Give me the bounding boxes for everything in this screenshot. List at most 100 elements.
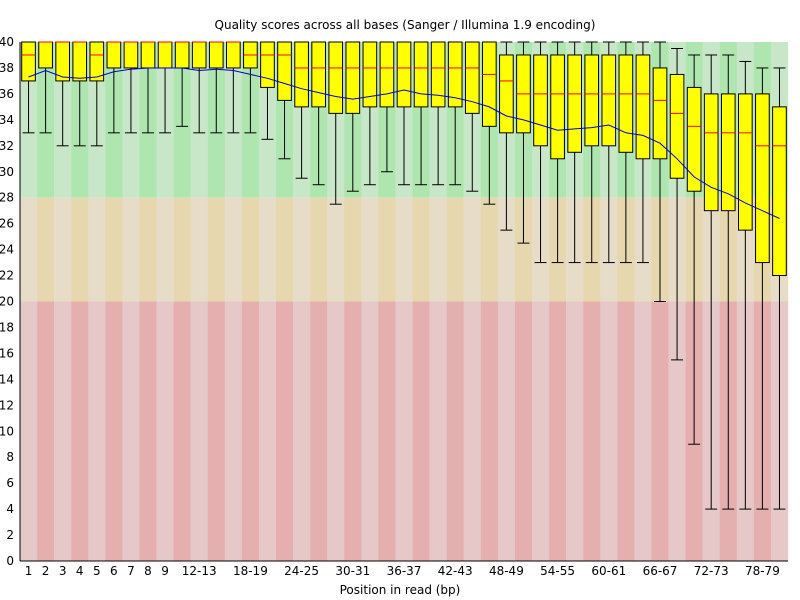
band-poor-col-20 bbox=[344, 301, 362, 561]
y-tick-label: 8 bbox=[6, 450, 14, 464]
band-poor-col-16 bbox=[276, 301, 294, 561]
box-6 bbox=[106, 41, 122, 69]
band-reasonable-col-30 bbox=[514, 197, 533, 302]
box-2 bbox=[38, 41, 53, 69]
band-poor-col-5 bbox=[88, 301, 106, 561]
y-tick-label: 16 bbox=[0, 346, 14, 360]
x-tick-label: 2 bbox=[42, 564, 50, 578]
band-poor-col-33 bbox=[566, 301, 584, 561]
box-10 bbox=[174, 41, 190, 69]
band-poor-col-23 bbox=[395, 301, 413, 561]
box-23 bbox=[396, 41, 412, 108]
y-tick-label: 32 bbox=[0, 139, 14, 153]
band-reasonable-col-1 bbox=[20, 197, 38, 302]
band-poor-col-15 bbox=[258, 301, 277, 561]
band-reasonable-col-11 bbox=[190, 197, 208, 302]
band-poor-col-28 bbox=[480, 301, 499, 561]
box-4 bbox=[72, 41, 88, 82]
mean-line bbox=[28, 67, 780, 219]
band-reasonable-col-22 bbox=[378, 197, 396, 302]
box-15 bbox=[260, 41, 275, 88]
band-poor-col-37 bbox=[634, 301, 652, 561]
box-32 bbox=[550, 54, 565, 160]
band-poor-col-8 bbox=[139, 301, 157, 561]
box-31 bbox=[533, 54, 548, 147]
box-33 bbox=[567, 54, 582, 153]
x-tick-label: 12-13 bbox=[182, 564, 217, 578]
y-tick-label: 2 bbox=[6, 528, 14, 542]
x-axis: 1 2 3 4 5 6 7 8 9 12-13 18-19 24-25 30-31 36-37 42-43 4… bbox=[20, 560, 788, 578]
y-tick-label: 22 bbox=[0, 269, 14, 283]
box-17 bbox=[294, 41, 309, 108]
band-reasonable-col-4 bbox=[71, 197, 89, 302]
box-44 bbox=[755, 93, 770, 264]
band-reasonable-col-28 bbox=[480, 197, 499, 302]
box-45 bbox=[772, 106, 787, 277]
box-8 bbox=[140, 41, 156, 69]
chart-title: Quality scores across all bases (Sanger … bbox=[215, 18, 596, 32]
band-poor-col-14 bbox=[241, 301, 260, 561]
y-tick-label: 14 bbox=[0, 372, 14, 386]
x-tick-label: 48-49 bbox=[489, 564, 524, 578]
band-reasonable-col-17 bbox=[293, 197, 311, 302]
x-tick-label: 30-31 bbox=[335, 564, 370, 578]
y-tick-label: 0 bbox=[6, 554, 14, 568]
x-tick-label: 4 bbox=[76, 564, 84, 578]
band-poor-col-29 bbox=[497, 301, 516, 561]
band-poor-col-12 bbox=[207, 301, 225, 561]
band-reasonable-col-19 bbox=[327, 197, 345, 302]
band-reasonable-col-14 bbox=[241, 197, 260, 302]
band-poor-col-35 bbox=[600, 301, 618, 561]
band-poor-col-34 bbox=[583, 301, 601, 561]
band-reasonable-col-21 bbox=[361, 197, 379, 302]
x-tick-label: 1 bbox=[25, 564, 33, 578]
band-poor-col-24 bbox=[412, 301, 430, 561]
box-35 bbox=[601, 54, 617, 147]
band-reasonable-col-10 bbox=[173, 197, 191, 302]
x-tick-label: 36-37 bbox=[387, 564, 422, 578]
box-40 bbox=[686, 86, 702, 192]
box-19 bbox=[328, 41, 344, 114]
box-27 bbox=[464, 41, 480, 114]
band-poor-col-3 bbox=[54, 301, 72, 561]
band-reasonable-col-5 bbox=[88, 197, 106, 302]
box-7 bbox=[123, 41, 139, 69]
x-axis-label: Position in read (bp) bbox=[340, 583, 461, 597]
x-tick-label: 72-73 bbox=[694, 564, 729, 578]
band-poor-col-9 bbox=[156, 301, 174, 561]
box-20 bbox=[345, 41, 361, 114]
box-26 bbox=[447, 41, 463, 108]
band-poor-col-26 bbox=[446, 301, 464, 561]
band-poor-col-19 bbox=[327, 301, 345, 561]
y-tick-label: 34 bbox=[0, 113, 14, 127]
box-42 bbox=[720, 93, 736, 212]
y-tick-label: 30 bbox=[0, 165, 14, 179]
x-tick-label: 8 bbox=[144, 564, 152, 578]
y-tick-label: 20 bbox=[0, 295, 14, 309]
box-13 bbox=[226, 41, 241, 69]
box-29 bbox=[499, 54, 514, 134]
band-reasonable-col-2 bbox=[37, 197, 55, 302]
y-tick-label: 40 bbox=[0, 35, 14, 49]
box-39 bbox=[669, 73, 685, 179]
band-reasonable-col-12 bbox=[207, 197, 225, 302]
x-tick-label: 42-43 bbox=[438, 564, 473, 578]
box-18 bbox=[311, 41, 326, 108]
band-reasonable-col-9 bbox=[156, 197, 174, 302]
band-poor-col-30 bbox=[514, 301, 533, 561]
box-9 bbox=[157, 41, 173, 69]
band-poor-col-2 bbox=[37, 301, 55, 561]
x-tick-label: 78-79 bbox=[745, 564, 780, 578]
x-tick-label: 9 bbox=[161, 564, 169, 578]
band-reasonable-col-27 bbox=[463, 197, 481, 302]
x-tick-label: 5 bbox=[93, 564, 101, 578]
band-poor-col-10 bbox=[173, 301, 191, 561]
y-tick-label: 26 bbox=[0, 217, 14, 231]
box-1 bbox=[21, 41, 36, 82]
y-tick-label: 24 bbox=[0, 243, 14, 257]
band-poor-col-1 bbox=[20, 301, 38, 561]
box-34 bbox=[584, 54, 600, 147]
x-tick-label: 6 bbox=[110, 564, 118, 578]
x-tick-label: 66-67 bbox=[643, 564, 678, 578]
x-tick-label: 3 bbox=[59, 564, 67, 578]
